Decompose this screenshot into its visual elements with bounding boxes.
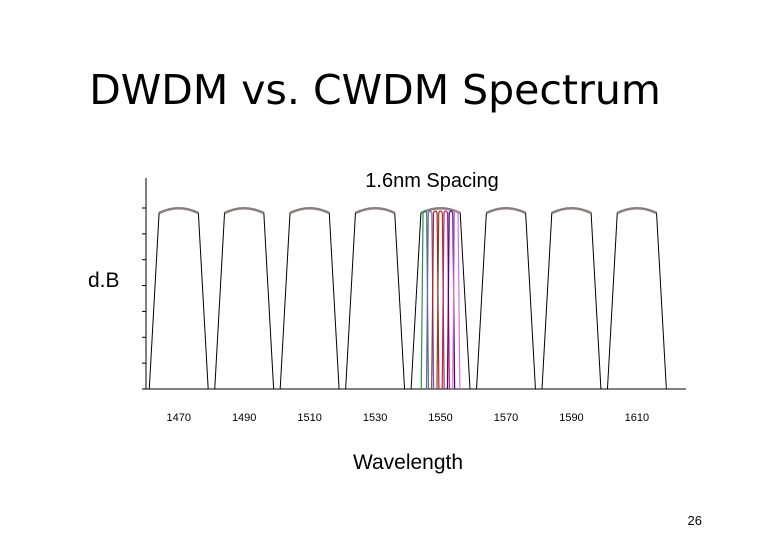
chart-axes [142,178,686,390]
dwdm-channel-1546.8 [425,210,435,390]
cwdm-channel-1510 [279,207,340,390]
x-tick-label-1510: 1510 [297,412,321,424]
cwdm-channel-1490 [214,207,275,390]
cwdm-channel-group [148,206,667,390]
cwdm-channel-cap-1490 [223,206,265,215]
x-tick-labels: 1470 1490 1510 1530 1550 1570 1590 1610 [166,412,649,424]
cwdm-channel-cap-1530 [354,206,396,215]
x-tick-label-1570: 1570 [494,412,518,424]
cwdm-channel-cap-1590 [551,206,592,215]
cwdm-channel-1610 [606,207,667,390]
cwdm-channel-cap-1570 [485,206,527,215]
dwdm-channel-1554.8 [452,210,461,390]
cwdm-channel-1590 [541,207,602,390]
y-axis-label: d.B [88,269,120,292]
cwdm-channel-1550 [410,207,471,390]
x-tick-label-1590: 1590 [559,412,583,424]
cwdm-channel-cap-1610 [616,206,658,215]
slide-title: DWDM vs. CWDM Spectrum [89,66,661,114]
x-tick-label-1490: 1490 [232,412,256,424]
cwdm-channel-1570 [476,207,536,390]
x-tick-label-1470: 1470 [166,412,190,424]
dwdm-channel-1548.4 [431,210,440,390]
cwdm-channel-1470 [148,207,209,390]
chart-title: 1.6nm Spacing [365,170,498,192]
cwdm-channel-1530 [345,207,406,390]
cwdm-channel-cap-1510 [289,206,330,215]
dwdm-channel-1550 [436,210,445,390]
dwdm-channel-1545.2 [420,210,430,390]
x-axis-label: Wavelength [353,451,463,474]
dwdm-channel-1553.2 [446,210,456,390]
page-number: 26 [687,513,702,528]
x-tick-label-1550: 1550 [428,412,452,424]
dwdm-channel-1551.6 [441,210,450,390]
x-tick-label-1530: 1530 [363,412,387,424]
cwdm-channel-cap-1470 [158,206,199,215]
x-tick-label-1610: 1610 [625,412,649,424]
dwdm-channel-group [420,210,461,390]
